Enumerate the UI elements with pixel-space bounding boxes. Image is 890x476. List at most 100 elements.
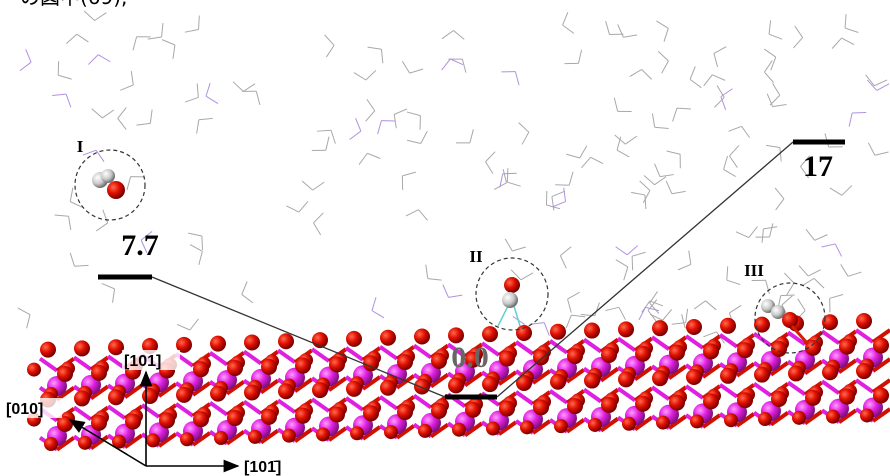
water-bond <box>88 55 98 65</box>
o-atom <box>550 324 566 340</box>
state-label: I <box>77 137 84 156</box>
o-atom <box>486 422 500 436</box>
water-bond <box>650 314 663 320</box>
water-bond <box>378 121 382 134</box>
o-atom <box>346 331 362 347</box>
o-atom <box>74 340 90 356</box>
water-bond <box>197 120 199 134</box>
water-bond <box>682 314 685 328</box>
water-bond <box>199 118 213 119</box>
water-bond <box>507 182 520 186</box>
water-bond <box>814 278 824 288</box>
water-bond <box>131 71 133 85</box>
o-atom <box>567 348 583 364</box>
o-atom <box>499 401 515 417</box>
slab-bond <box>142 405 159 417</box>
o-atom <box>652 320 668 336</box>
water-bond <box>769 34 782 39</box>
o-atom <box>656 416 670 430</box>
o-atom <box>452 423 466 437</box>
water-bond <box>727 266 728 280</box>
water-bond <box>580 146 587 158</box>
slab-bond <box>550 391 567 403</box>
water-bond <box>782 296 792 305</box>
water-bond <box>730 156 738 168</box>
water-bond <box>776 199 784 210</box>
water-bond <box>394 109 407 114</box>
o-atom <box>91 365 107 381</box>
o-atom <box>214 431 228 445</box>
o-atom <box>227 360 243 376</box>
water-bond <box>92 109 103 118</box>
o-atom <box>839 389 855 405</box>
o-atom <box>822 364 838 380</box>
water-bond <box>66 94 71 107</box>
water-bond <box>616 260 628 267</box>
water-bond <box>69 216 71 230</box>
o-atom <box>516 375 532 391</box>
water-bond <box>666 181 672 194</box>
water-bond <box>58 75 71 79</box>
water-bond <box>325 35 334 45</box>
water-bond <box>177 324 190 330</box>
o-atom <box>873 387 889 403</box>
slab-bond <box>822 331 839 343</box>
water-bond <box>136 123 150 125</box>
o-atom <box>210 386 226 402</box>
water-bond <box>632 252 645 256</box>
water-bond <box>795 26 803 38</box>
water-bond <box>98 55 110 62</box>
water-bond <box>185 97 198 102</box>
o-atom <box>397 404 413 420</box>
energy-label: 17 <box>803 150 833 183</box>
o-atom <box>380 380 396 396</box>
o-atom <box>91 415 107 431</box>
water-bond <box>74 265 88 266</box>
water-bond <box>618 24 624 37</box>
o-atom <box>159 412 175 428</box>
water-bond <box>70 202 83 208</box>
o-atom <box>295 408 311 424</box>
water-bond <box>841 264 848 276</box>
o-atom <box>550 374 566 390</box>
water-bond <box>875 152 889 155</box>
water-bond <box>419 210 428 221</box>
o-atom <box>448 377 464 393</box>
water-bond <box>642 69 652 79</box>
o-atom <box>180 432 194 446</box>
o-atom <box>584 373 600 389</box>
o-atom <box>146 433 160 447</box>
water-bond <box>55 215 69 216</box>
o-atom <box>248 430 262 444</box>
water-bond <box>453 30 464 39</box>
water-bond <box>764 72 773 82</box>
water-bond <box>727 280 740 284</box>
water-bond <box>190 319 199 330</box>
water-bond <box>655 127 669 128</box>
slab-bond <box>380 347 397 359</box>
slab-bond <box>686 386 703 398</box>
water-bond <box>627 246 638 255</box>
water-bond <box>571 315 585 317</box>
slab-bond <box>414 396 431 408</box>
o-atom <box>622 417 636 431</box>
o-atom <box>465 402 481 418</box>
o-atom <box>384 425 398 439</box>
water-bond <box>243 84 255 92</box>
o-atom <box>261 409 277 425</box>
water-bond <box>614 98 617 112</box>
state-label: III <box>744 261 764 280</box>
water-bond <box>407 112 420 116</box>
water-bond <box>640 181 650 191</box>
slab-bond <box>516 342 533 354</box>
slab-bond <box>618 388 635 400</box>
o-atom <box>74 390 90 406</box>
water-bond <box>52 94 66 95</box>
water-bond <box>552 197 554 211</box>
o-atom <box>418 424 432 438</box>
water-bond <box>150 110 152 124</box>
water-bond <box>655 164 660 177</box>
water-bond <box>26 49 31 62</box>
water-bond <box>619 307 626 319</box>
water-bond <box>617 150 629 157</box>
